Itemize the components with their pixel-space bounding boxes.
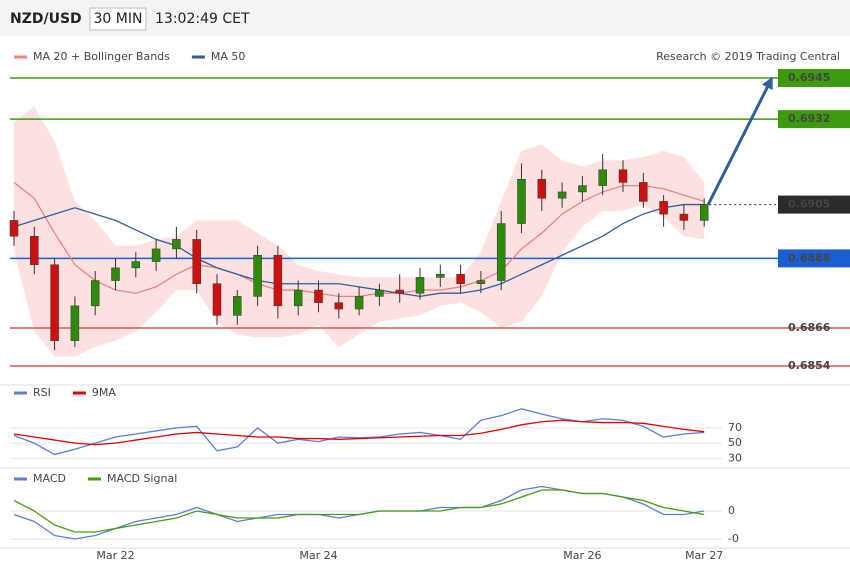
x-tick-label: Mar 27: [685, 549, 723, 562]
series-line: [13, 408, 705, 456]
level-label: 0.6932: [788, 112, 830, 125]
candle-body: [70, 305, 80, 341]
legend-label: MACD Signal: [107, 472, 177, 485]
level-label-box: [778, 68, 850, 87]
forecast-arrow: [706, 76, 773, 206]
bollinger-band: [14, 106, 705, 357]
candle-body: [699, 204, 709, 221]
legend-label: MA 50: [211, 50, 246, 63]
candle-body: [537, 179, 547, 199]
candle-body: [496, 223, 506, 281]
candle-body: [639, 182, 648, 202]
candle-body: [334, 302, 344, 310]
candle-body: [151, 248, 161, 262]
legend-label: 9MA: [92, 386, 116, 399]
timeframe: 30 MIN: [94, 11, 143, 27]
candle-body: [50, 264, 59, 341]
candle-body: [293, 289, 303, 307]
level-label: 0.6945: [788, 71, 830, 84]
source: Research © 2019 Trading Central: [656, 50, 840, 63]
y-tick-label: -0: [728, 532, 739, 545]
candle-body: [679, 213, 689, 221]
y-tick-label: 50: [728, 436, 742, 449]
level-label-box: [778, 249, 850, 268]
y-tick-label: 0: [728, 504, 735, 517]
candle-body: [476, 280, 486, 284]
candle-body: [618, 169, 628, 183]
candle-body: [314, 289, 323, 303]
level-label-box: [778, 110, 850, 129]
candle-body: [517, 179, 526, 224]
legend-label: MACD: [33, 472, 66, 485]
candle-body: [90, 280, 100, 307]
x-tick-label: Mar 22: [96, 549, 134, 562]
x-tick-label: Mar 26: [563, 549, 601, 562]
timestamp: 13:02:49 CET: [155, 11, 250, 27]
candle-body: [375, 289, 384, 297]
candle-body: [233, 296, 242, 316]
candle-body: [212, 283, 222, 316]
candle-body: [9, 220, 19, 237]
candle-body: [30, 235, 39, 265]
candle-body: [273, 254, 283, 307]
series-line: [13, 419, 705, 446]
candle-body: [395, 289, 404, 294]
candle-body: [172, 239, 181, 250]
candle-body: [253, 254, 262, 297]
level-label: 0.6905: [788, 198, 830, 211]
candle-body: [436, 273, 445, 278]
candle-body: [354, 296, 364, 310]
candle-body: [598, 169, 607, 186]
candle-body: [192, 239, 201, 284]
candle-body: [578, 185, 587, 193]
level-label-box: [778, 195, 850, 214]
candle-body: [415, 277, 425, 294]
legend-label: MA 20 + Bollinger Bands: [33, 50, 170, 63]
y-tick-label: 30: [728, 451, 742, 464]
candle-body: [659, 201, 668, 215]
series-line: [13, 489, 705, 533]
timeframe-box: [89, 7, 147, 31]
candle-body: [557, 191, 567, 199]
level-label: 0.6854: [788, 359, 831, 372]
series-line: [13, 485, 705, 540]
level-label: 0.6866: [788, 321, 831, 334]
candle-body: [111, 267, 120, 281]
candle-body: [456, 273, 465, 284]
level-label: 0.6888: [788, 251, 830, 264]
title: NZD/USD: [10, 11, 82, 27]
x-tick-label: Mar 24: [299, 549, 337, 562]
candle-body: [131, 261, 141, 269]
y-tick-label: 70: [728, 421, 742, 434]
legend-label: RSI: [33, 386, 51, 399]
